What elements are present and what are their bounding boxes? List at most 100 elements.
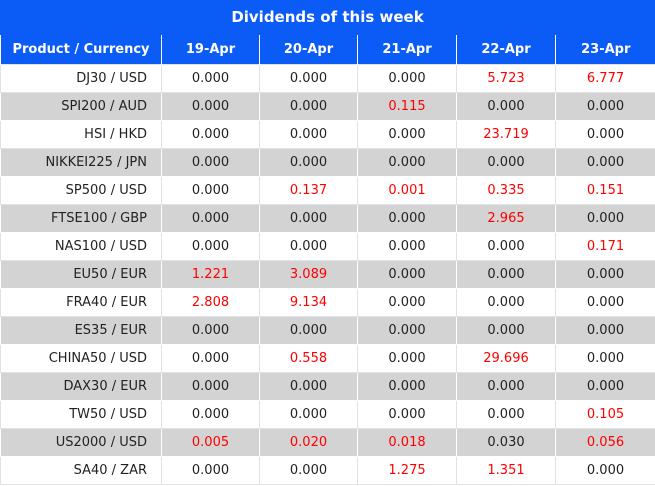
value-cell: 0.000 [456,372,556,401]
value-cell: 0.000 [357,372,457,401]
value-cell: 0.000 [456,400,556,429]
value-cell: 0.000 [161,204,260,233]
value-cell: 0.000 [161,372,260,401]
table-row: NIKKEI225 / JPN 0.000 0.000 0.000 0.000 0.000 [0,148,655,177]
value-cell: 0.000 [555,456,655,485]
row-label: US2000 / USD [0,428,162,457]
value-cell: 0.000 [259,148,358,177]
value-cell: 0.000 [555,288,655,317]
value-cell: 0.335 [456,176,556,205]
value-cell: 0.000 [357,316,457,345]
value-cell: 0.000 [357,288,457,317]
table-row: FRA40 / EUR 2.808 9.134 0.000 0.000 0.000 [0,288,655,317]
value-cell: 29.696 [456,344,556,373]
value-cell: 0.151 [555,176,655,205]
value-cell: 1.351 [456,456,556,485]
value-cell: 0.000 [555,372,655,401]
table-row: SA40 / ZAR 0.000 0.000 1.275 1.351 0.000 [0,456,655,485]
row-label: HSI / HKD [0,120,162,149]
value-cell: 0.005 [161,428,260,457]
value-cell: 0.000 [259,400,358,429]
value-cell: 0.000 [259,232,358,261]
table-row: FTSE100 / GBP 0.000 0.000 0.000 2.965 0.000 [0,204,655,233]
value-cell: 0.000 [259,92,358,121]
column-header: Product / Currency [0,35,162,65]
value-cell: 0.105 [555,400,655,429]
value-cell: 0.000 [161,120,260,149]
value-cell: 0.000 [259,204,358,233]
value-cell: 0.000 [555,344,655,373]
value-cell: 0.000 [259,456,358,485]
row-label: SA40 / ZAR [0,456,162,485]
value-cell: 0.000 [161,344,260,373]
row-label: EU50 / EUR [0,260,162,289]
table-row: US2000 / USD 0.005 0.020 0.018 0.030 0.056 [0,428,655,457]
value-cell: 0.030 [456,428,556,457]
value-cell: 0.056 [555,428,655,457]
value-cell: 0.115 [357,92,457,121]
value-cell: 0.000 [357,344,457,373]
row-label: FRA40 / EUR [0,288,162,317]
row-label: CHINA50 / USD [0,344,162,373]
value-cell: 0.000 [357,148,457,177]
value-cell: 0.000 [161,316,260,345]
value-cell: 0.000 [161,176,260,205]
value-cell: 0.000 [259,64,358,93]
column-header: 22-Apr [456,35,556,65]
value-cell: 0.000 [555,148,655,177]
value-cell: 0.000 [555,260,655,289]
table-row: CHINA50 / USD 0.000 0.558 0.000 29.696 0.000 [0,344,655,373]
value-cell: 0.000 [357,64,457,93]
value-cell: 0.000 [456,232,556,261]
value-cell: 0.020 [259,428,358,457]
value-cell: 0.000 [161,64,260,93]
value-cell: 0.000 [456,260,556,289]
value-cell: 0.000 [161,232,260,261]
dividend-table: Product / Currency 19-Apr 20-Apr 21-Apr 22-A… [0,35,655,485]
value-cell: 2.965 [456,204,556,233]
value-cell: 0.000 [357,260,457,289]
table-row: DJ30 / USD 0.000 0.000 0.000 5.723 6.777 [0,64,655,93]
column-header: 21-Apr [357,35,457,65]
table-row: EU50 / EUR 1.221 3.089 0.000 0.000 0.000 [0,260,655,289]
value-cell: 0.000 [456,288,556,317]
table-row: SPI200 / AUD 0.000 0.000 0.115 0.000 0.000 [0,92,655,121]
row-label: ES35 / EUR [0,316,162,345]
table-row: ES35 / EUR 0.000 0.000 0.000 0.000 0.000 [0,316,655,345]
row-label: SPI200 / AUD [0,92,162,121]
value-cell: 0.000 [259,120,358,149]
table-row: SP500 / USD 0.000 0.137 0.001 0.335 0.151 [0,176,655,205]
value-cell: 0.001 [357,176,457,205]
value-cell: 2.808 [161,288,260,317]
value-cell: 0.000 [161,456,260,485]
value-cell: 0.000 [555,204,655,233]
value-cell: 0.000 [456,148,556,177]
value-cell: 0.000 [555,120,655,149]
row-label: FTSE100 / GBP [0,204,162,233]
value-cell: 0.000 [259,316,358,345]
table-row: HSI / HKD 0.000 0.000 0.000 23.719 0.000 [0,120,655,149]
column-header: 19-Apr [161,35,260,65]
value-cell: 0.000 [259,372,358,401]
value-cell: 0.000 [161,148,260,177]
value-cell: 0.000 [357,204,457,233]
table-row: DAX30 / EUR 0.000 0.000 0.000 0.000 0.000 [0,372,655,401]
value-cell: 5.723 [456,64,556,93]
value-cell: 0.137 [259,176,358,205]
column-header: 20-Apr [259,35,358,65]
value-cell: 0.171 [555,232,655,261]
row-label: SP500 / USD [0,176,162,205]
row-label: NIKKEI225 / JPN [0,148,162,177]
row-label: DJ30 / USD [0,64,162,93]
value-cell: 6.777 [555,64,655,93]
value-cell: 0.000 [555,92,655,121]
value-cell: 0.000 [456,316,556,345]
value-cell: 0.000 [555,316,655,345]
value-cell: 9.134 [259,288,358,317]
value-cell: 0.000 [161,92,260,121]
value-cell: 0.000 [456,92,556,121]
table-row: NAS100 / USD 0.000 0.000 0.000 0.000 0.171 [0,232,655,261]
value-cell: 3.089 [259,260,358,289]
table-body: DJ30 / USD 0.000 0.000 0.000 5.723 6.777 SPI20… [0,64,655,485]
